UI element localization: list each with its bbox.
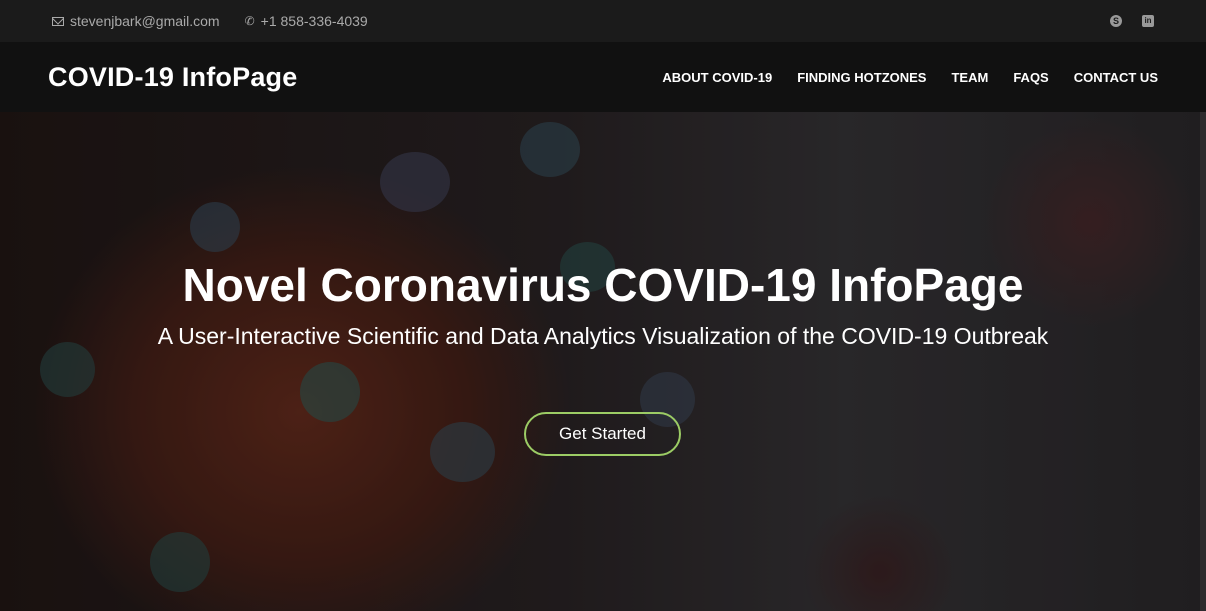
top-bar: stevenjbark@gmail.com ✆ +1 858-336-4039 …: [0, 0, 1206, 42]
phone-text[interactable]: +1 858-336-4039: [260, 13, 368, 29]
virus-spike-decoration: [150, 532, 210, 592]
virus-spike-decoration: [430, 422, 495, 482]
get-started-button[interactable]: Get Started: [524, 412, 681, 456]
envelope-icon: [52, 16, 64, 26]
nav-finding-hotzones[interactable]: FINDING HOTZONES: [797, 69, 927, 85]
virus-spike-decoration: [380, 152, 450, 212]
email-text[interactable]: stevenjbark@gmail.com: [70, 13, 220, 29]
virus-spike-decoration: [190, 202, 240, 252]
hero-content: Novel Coronavirus COVID-19 InfoPage A Us…: [0, 112, 1206, 611]
hero-overlay: [0, 112, 1206, 611]
virus-spike-decoration: [560, 242, 615, 292]
nav-faqs[interactable]: FAQS: [1013, 69, 1049, 85]
virus-spike-decoration: [300, 362, 360, 422]
hero-section: Novel Coronavirus COVID-19 InfoPage A Us…: [0, 112, 1206, 611]
linkedin-icon[interactable]: in: [1142, 15, 1154, 27]
virus-spike-decoration: [40, 342, 95, 397]
hero-title: Novel Coronavirus COVID-19 InfoPage: [182, 259, 1024, 311]
nav-about-covid[interactable]: ABOUT COVID-19: [662, 69, 773, 85]
site-logo[interactable]: COVID-19 InfoPage: [48, 61, 298, 92]
page-scrollbar[interactable]: [1200, 112, 1206, 611]
skype-icon[interactable]: S: [1110, 15, 1122, 27]
nav-team[interactable]: TEAM: [951, 69, 989, 85]
nav-menu: ABOUT COVID-19 FINDING HOTZONES TEAM FAQ…: [662, 70, 1158, 85]
phone-icon: ✆: [244, 14, 255, 28]
social-links: S in: [1110, 15, 1154, 27]
contact-email[interactable]: stevenjbark@gmail.com: [52, 13, 220, 29]
main-navbar: COVID-19 InfoPage ABOUT COVID-19 FINDING…: [0, 42, 1206, 112]
hero-subtitle: A User-Interactive Scientific and Data A…: [157, 323, 1049, 349]
contact-phone[interactable]: ✆ +1 858-336-4039: [245, 13, 368, 29]
nav-contact-us[interactable]: CONTACT US: [1073, 69, 1158, 85]
virus-spike-decoration: [520, 122, 580, 177]
